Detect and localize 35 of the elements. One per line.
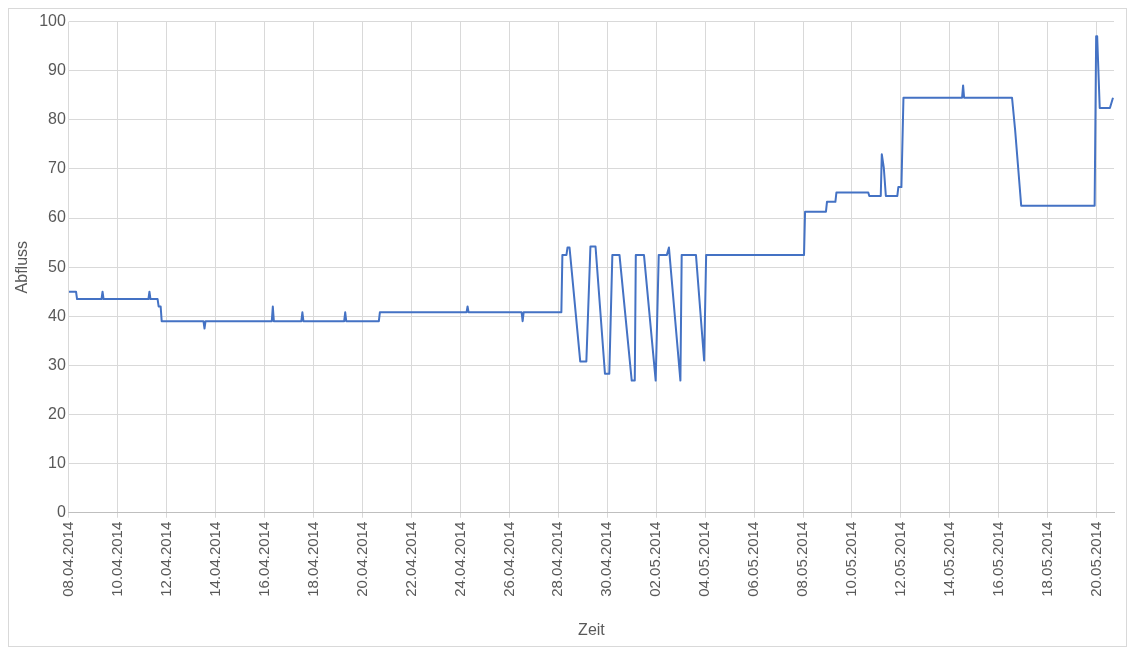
x-tick-label: 12.04.2014 [156,521,174,597]
y-tick-label: 80 [48,110,66,128]
x-tick-label: 06.05.2014 [744,521,762,597]
y-tick-label: 90 [48,61,66,79]
y-tick-label: 10 [48,454,66,472]
y-tick-label: 0 [56,503,66,521]
x-tick-label: 20.05.2014 [1086,521,1104,597]
x-tick-label: 02.05.2014 [646,521,664,597]
x-tick-label: 18.05.2014 [1037,521,1055,597]
x-tick-label: 08.05.2014 [793,521,811,597]
x-tick-label: 16.04.2014 [254,521,272,597]
x-tick-label: 10.05.2014 [842,521,860,597]
y-tick-label: 60 [48,208,66,226]
y-tick-label: 100 [39,12,66,30]
x-tick-label: 20.04.2014 [352,521,370,597]
x-tick-label: 16.05.2014 [988,521,1006,597]
x-tick-label: 10.04.2014 [107,521,125,597]
y-tick-label: 50 [48,257,66,275]
x-tick-label: 30.04.2014 [597,521,615,597]
x-tick-label: 28.04.2014 [548,521,566,597]
x-tick-label: 08.04.2014 [59,521,77,597]
y-tick-label: 40 [48,306,66,324]
x-tick-label: 04.05.2014 [695,521,713,597]
y-tick-label: 70 [48,159,66,177]
x-tick-label: 26.04.2014 [499,521,517,597]
x-tick-label: 14.05.2014 [939,521,957,597]
x-tick-label: 14.04.2014 [205,521,223,597]
x-tick-label: 18.04.2014 [303,521,321,597]
x-tick-label: 12.05.2014 [891,521,909,597]
x-tick-label: 24.04.2014 [450,521,468,597]
y-tick-label: 20 [48,404,66,422]
y-axis-title: Abfluss [13,240,31,294]
x-tick-label: 22.04.2014 [401,521,419,597]
y-tick-label: 30 [48,355,66,373]
x-axis-title: Zeit [578,620,606,638]
